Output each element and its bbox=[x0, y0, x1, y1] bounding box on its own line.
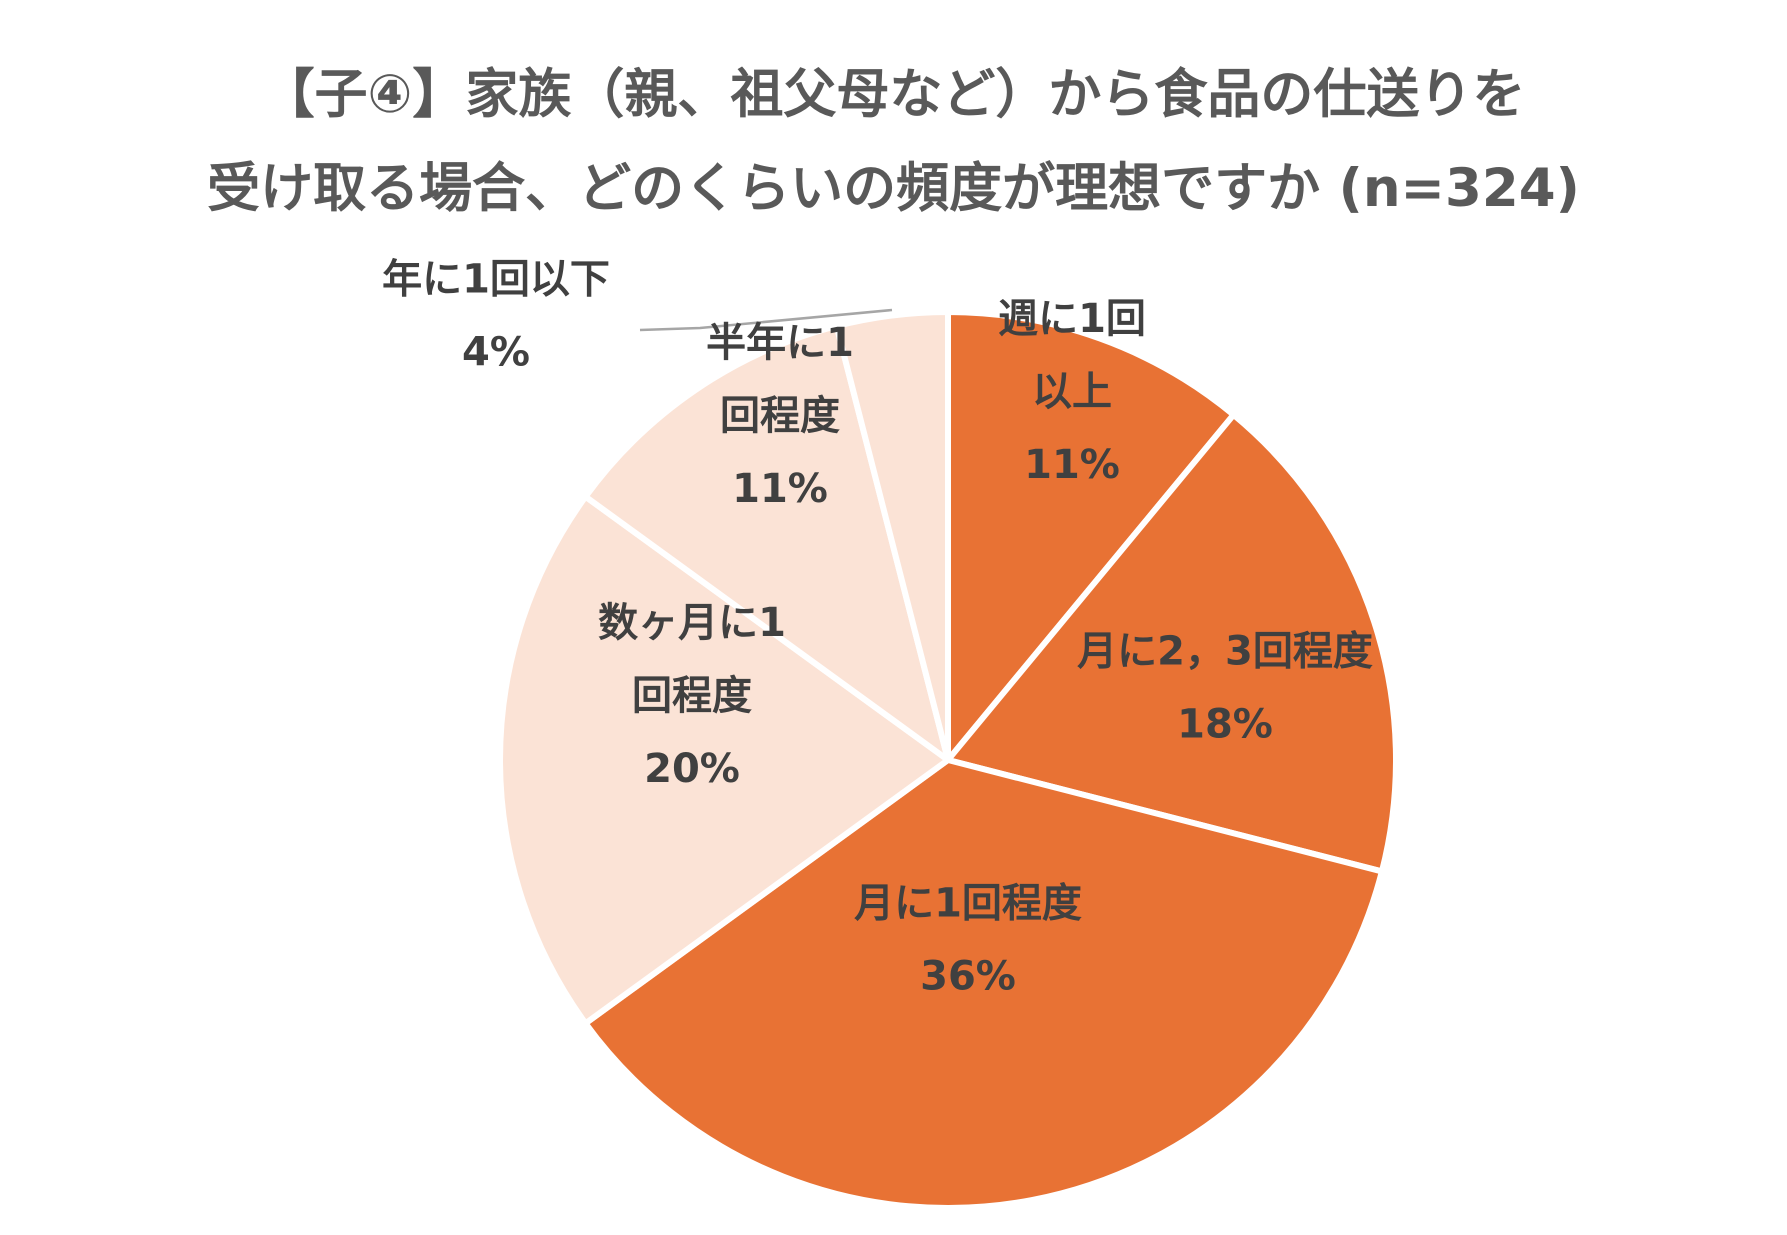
leader-line-slice-6 bbox=[639, 308, 893, 332]
pie-slice-5 bbox=[582, 323, 951, 763]
slice-percent-label: 20% bbox=[644, 746, 740, 792]
slice-percent-label: 36% bbox=[920, 954, 1016, 1000]
slice-category-label: 年に1回以下 bbox=[382, 257, 610, 303]
pie-slice-4 bbox=[496, 493, 951, 1027]
slice-category-label: 半年に1 bbox=[706, 320, 854, 366]
chart-subtitle: 受け取る場合、どのくらいの頻度が理想ですか (n=324) bbox=[207, 158, 1580, 219]
pie-slice-6 bbox=[833, 309, 951, 763]
slice-percent-label: 18% bbox=[1177, 702, 1273, 748]
slice-category-label: 回程度 bbox=[632, 673, 752, 719]
pie-slice-3 bbox=[582, 757, 1385, 1211]
slice-percent-label: 11% bbox=[1024, 442, 1120, 488]
slice-category-label: 以上 bbox=[1032, 369, 1112, 415]
slice-category-label: 月に2，3回程度 bbox=[1077, 629, 1373, 675]
slice-category-label: 回程度 bbox=[720, 393, 840, 439]
chart-title: 【子④】家族（親、祖父母など）から食品の仕送りを bbox=[261, 64, 1526, 125]
slice-category-label: 週に1回 bbox=[998, 296, 1146, 342]
pie-slice-1 bbox=[945, 309, 1237, 763]
slice-percent-label: 4% bbox=[462, 330, 530, 376]
leader-lines bbox=[639, 308, 893, 332]
slice-category-label: 数ヶ月に1 bbox=[598, 600, 786, 646]
slice-category-label: 月に1回程度 bbox=[854, 881, 1082, 927]
pie-slices bbox=[496, 309, 1399, 1211]
pie-slice-2 bbox=[945, 411, 1399, 875]
slice-percent-label: 11% bbox=[732, 466, 828, 512]
